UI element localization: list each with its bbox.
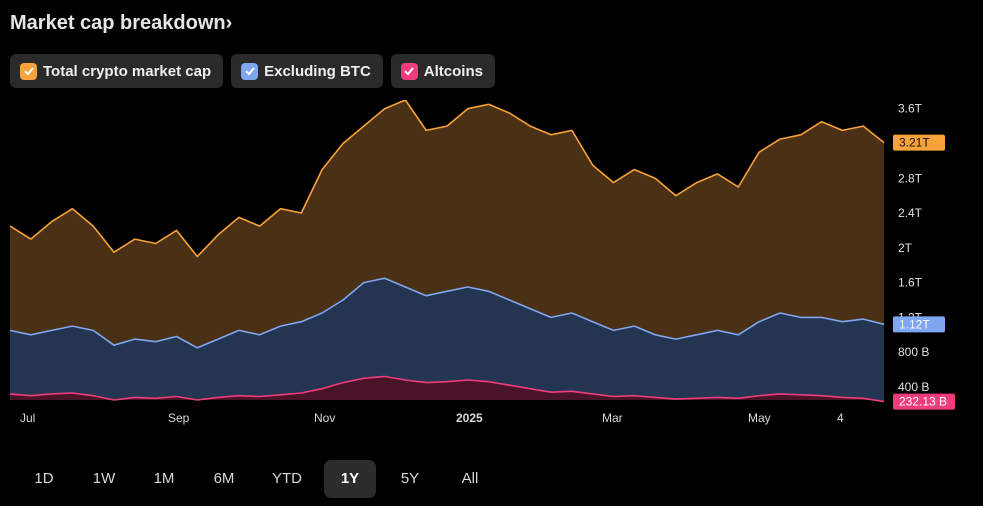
last-value-label: 3.21T [899, 136, 930, 150]
series-line-0 [9, 100, 885, 258]
x-tick-label: 2025 [456, 411, 483, 425]
last-value-badge [893, 316, 945, 333]
x-tick-label: Sep [168, 411, 190, 425]
range-1w[interactable]: 1W [92, 470, 116, 487]
y-tick-label: 2T [898, 241, 913, 255]
range-6m[interactable]: 6M [213, 470, 235, 487]
chart-title[interactable]: Market cap breakdown› [10, 12, 233, 34]
y-tick-label: 400 B [898, 380, 929, 394]
range-selector: 1D 1W 1M 6M YTD 1Y 5Y All [18, 460, 496, 498]
check-icon [20, 62, 37, 80]
series-legend: Total crypto market cap Excluding BTC Al… [10, 54, 495, 88]
legend-altcoins[interactable]: Altcoins [390, 54, 495, 88]
x-tick-label: 4 [837, 411, 844, 425]
y-tick-label: 1.6T [898, 276, 923, 290]
legend-label: Altcoins [423, 62, 483, 80]
legend-label: Excluding BTC [264, 62, 371, 80]
range-5y[interactable]: 5Y [400, 470, 420, 487]
last-value-badge [893, 393, 955, 410]
x-tick-label: May [748, 411, 771, 425]
range-1d[interactable]: 1D [34, 470, 54, 487]
last-value-label: 232.13 B [899, 395, 947, 409]
legend-excluding-btc[interactable]: Excluding BTC [231, 54, 383, 88]
check-icon [400, 62, 418, 80]
range-ytd[interactable]: YTD [272, 470, 302, 487]
check-icon [241, 62, 259, 80]
legend-label: Total crypto market cap [43, 62, 212, 80]
range-1y[interactable]: 1Y [324, 460, 376, 498]
x-tick-label: Jul [20, 411, 35, 425]
chevron-right-icon: › [225, 12, 233, 34]
x-tick-label: Nov [314, 411, 335, 425]
series-line-2 [9, 375, 885, 403]
x-tick-label: Mar [602, 411, 623, 425]
legend-total-market-cap[interactable]: Total crypto market cap [10, 54, 224, 88]
y-tick-label: 3.6T [898, 102, 923, 116]
series-area-2 [10, 376, 884, 402]
series-area-0 [10, 100, 884, 400]
y-tick-label: 2.4T [898, 206, 923, 220]
range-1m[interactable]: 1M [153, 470, 175, 487]
series-area-1 [10, 278, 884, 400]
range-all[interactable]: All [461, 470, 479, 487]
last-value-label: 1.12T [899, 317, 930, 331]
y-tick-label: 800 B [898, 345, 929, 359]
last-value-badge [893, 134, 945, 151]
y-tick-label: 2.8T [898, 171, 923, 185]
